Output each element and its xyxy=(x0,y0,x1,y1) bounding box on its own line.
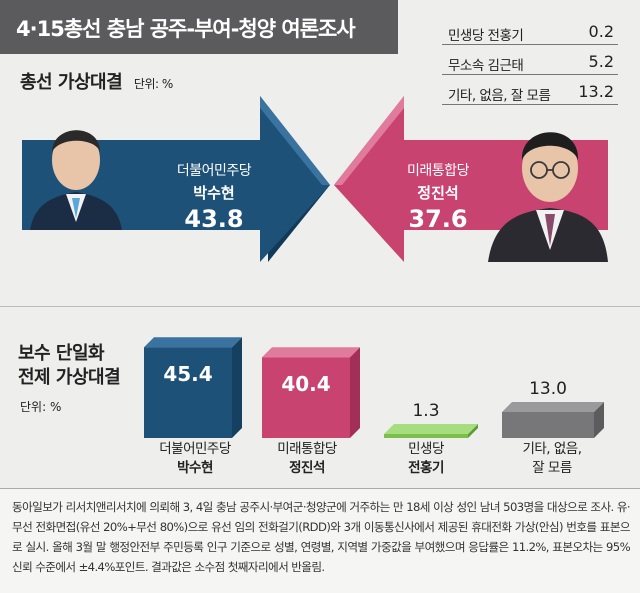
section1-title: 총선 가상대결 단위: % xyxy=(20,68,173,94)
bar-future: 40.4 xyxy=(262,347,360,438)
candidate-name: 정진석 xyxy=(417,184,459,202)
bar-value-label: 1.3 xyxy=(412,401,439,421)
side-item-jeon: 민생당 전홍기 0.2 xyxy=(442,22,618,45)
value-label: 37.6 xyxy=(408,205,468,233)
section1-unit: 단위: % xyxy=(133,77,173,91)
bar-caption-name: 박수현 xyxy=(177,460,213,476)
bar-caption-name: 전홍기 xyxy=(408,460,444,476)
bar-side xyxy=(594,402,604,438)
bar-other: 13.0 xyxy=(502,379,604,438)
side-item-name: 기타, 없음, 잘 모름 xyxy=(448,88,551,104)
bar-top xyxy=(502,402,604,412)
chart-title: 4·15총선 충남 공주-부여-청양 여론조사 xyxy=(16,17,356,41)
side-item-value: 0.2 xyxy=(588,22,614,41)
section2-unit: 단위: % xyxy=(20,400,62,414)
unified-bar-chart: 45.4 40.4 1.3 13.0 xyxy=(144,337,604,438)
side-item-name: 무소속 김근태 xyxy=(448,58,524,74)
bar-democratic: 45.4 xyxy=(144,337,242,438)
bar-value-label: 40.4 xyxy=(281,372,330,396)
bar-top xyxy=(262,347,360,358)
bar-front xyxy=(144,347,232,438)
bar-front xyxy=(384,434,468,438)
bar-top xyxy=(384,424,478,434)
bar-caption-name: 잘 모름 xyxy=(532,460,572,476)
bar-front xyxy=(262,357,350,438)
bar-caption-party: 민생당 xyxy=(408,441,444,457)
label-democratic: 더불어민주당 박수현 43.8 xyxy=(158,160,270,233)
bar-front xyxy=(502,412,594,438)
value-label: 43.8 xyxy=(184,205,244,233)
bar-caption-party: 더불어민주당 xyxy=(159,441,231,457)
bar-caption-minsaeng: 민생당 전홍기 xyxy=(374,440,478,478)
section1-title-text: 총선 가상대결 xyxy=(20,72,123,93)
side-item-value: 5.2 xyxy=(588,52,614,71)
side-item-name: 민생당 전홍기 xyxy=(448,28,524,44)
label-future: 미래통합당 정진석 37.6 xyxy=(388,160,488,233)
section-divider xyxy=(0,306,640,307)
party-name: 미래통합당 xyxy=(407,163,469,179)
bar-side xyxy=(468,424,478,438)
bar-caption-party: 미래통합당 xyxy=(277,441,337,457)
arrow-democratic-highlight xyxy=(260,96,330,185)
candidate-portrait-jung xyxy=(486,132,608,262)
candidate-name: 박수현 xyxy=(193,184,235,202)
footnote-box: 동아일보가 리서치앤리서치에 의뢰해 3, 4일 충남 공주시·부여군·청양군에… xyxy=(0,488,640,593)
side-item-kim: 무소속 김근태 5.2 xyxy=(442,52,618,75)
bar-caption-party: 기타, 없음, xyxy=(522,441,582,457)
bar-side xyxy=(350,347,360,438)
matchup-arrows xyxy=(22,96,608,262)
arrow-future-highlight xyxy=(334,96,404,185)
bar-side xyxy=(232,337,242,438)
side-item-other: 기타, 없음, 잘 모름 13.2 xyxy=(442,82,618,105)
side-item-value: 13.2 xyxy=(578,82,614,101)
candidate-portrait-park xyxy=(22,130,130,230)
section2-title-line2: 전제 가상대결 xyxy=(18,367,121,388)
bar-caption-name: 정진석 xyxy=(289,460,325,476)
bar-value-label: 13.0 xyxy=(529,379,567,399)
bar-top xyxy=(144,337,242,348)
section2-title-line1: 보수 단일화 xyxy=(18,343,105,364)
bar-caption-other: 기타, 없음, 잘 모름 xyxy=(496,440,608,478)
bar-value-label: 45.4 xyxy=(163,362,212,386)
bar-minsaeng: 1.3 xyxy=(384,401,478,438)
party-name: 더불어민주당 xyxy=(176,163,252,179)
title-bar: 4·15총선 충남 공주-부여-청양 여론조사 xyxy=(0,0,398,54)
footnote-text: 동아일보가 리서치앤리서치에 의뢰해 3, 4일 충남 공주시·부여군·청양군에… xyxy=(12,500,631,574)
section2-title: 보수 단일화 전제 가상대결 xyxy=(18,342,121,390)
bar-caption-democratic: 더불어민주당 박수현 xyxy=(140,440,250,478)
bar-caption-future: 미래통합당 정진석 xyxy=(252,440,362,478)
